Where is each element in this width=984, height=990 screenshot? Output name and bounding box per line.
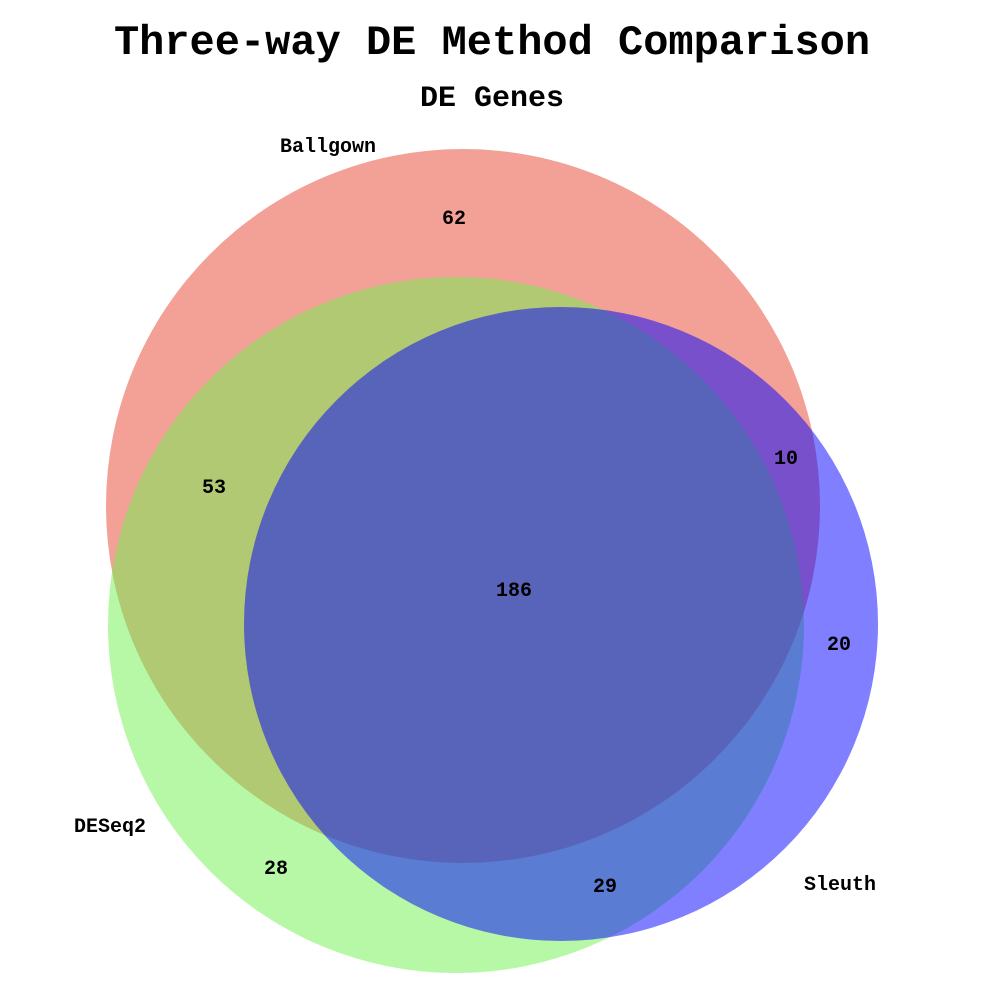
count-deseq2-sleuth: 29 bbox=[593, 876, 617, 899]
region-counts: 62 53 10 186 20 28 29 bbox=[202, 208, 851, 899]
set-label-sleuth: Sleuth bbox=[804, 874, 876, 897]
count-sleuth-only: 20 bbox=[827, 634, 851, 657]
count-all-three: 186 bbox=[496, 580, 532, 603]
count-ballgown-deseq2: 53 bbox=[202, 477, 226, 500]
set-label-deseq2: DESeq2 bbox=[74, 816, 146, 839]
set-circles bbox=[106, 149, 878, 973]
chart-title: Three-way DE Method Comparison bbox=[114, 19, 870, 67]
count-ballgown-sleuth: 10 bbox=[774, 448, 798, 471]
chart-subtitle: DE Genes bbox=[420, 82, 564, 116]
count-deseq2-only: 28 bbox=[264, 858, 288, 881]
count-ballgown-only: 62 bbox=[442, 208, 466, 231]
set-label-ballgown: Ballgown bbox=[280, 136, 376, 159]
set-circle-sleuth bbox=[244, 307, 878, 941]
set-labels: Ballgown DESeq2 Sleuth bbox=[74, 136, 876, 897]
